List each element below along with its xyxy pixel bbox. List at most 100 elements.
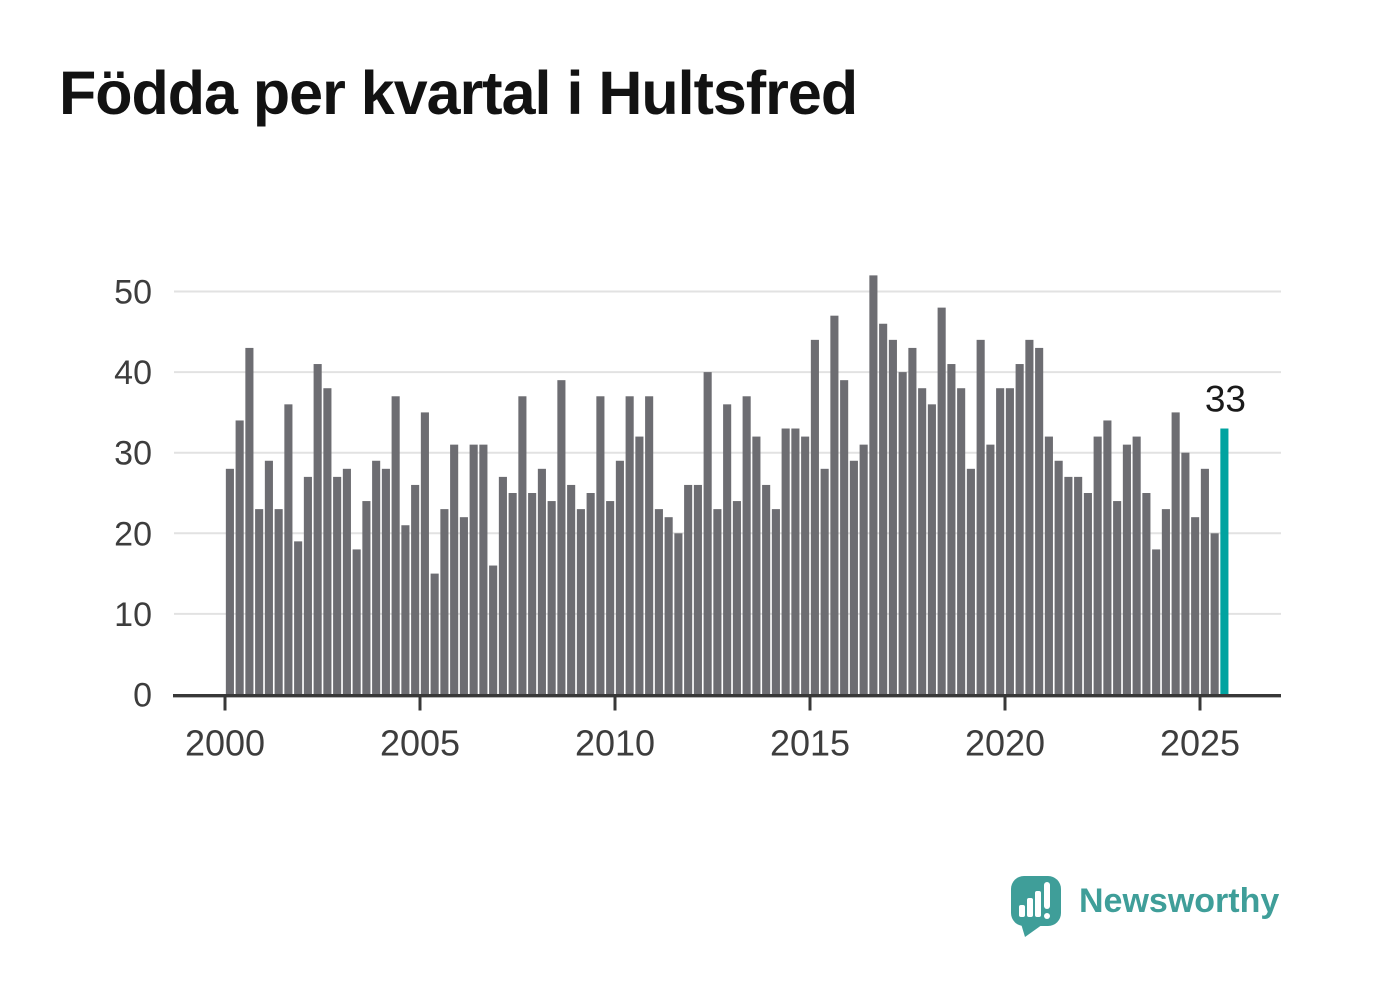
bar-2000-q4 <box>255 509 264 696</box>
bar-2002-q3 <box>323 388 332 696</box>
bar-2022-q4 <box>1113 501 1122 696</box>
bar-2013-q1 <box>732 501 741 696</box>
bar-2014-q2 <box>781 428 790 696</box>
bar-2022-q1 <box>1083 493 1092 696</box>
bar-2000-q3 <box>245 347 254 696</box>
bar-2015-q3 <box>830 315 839 696</box>
speech-bubble-tail <box>1019 917 1046 937</box>
bar-2004-q2 <box>391 396 400 696</box>
bar-2002-q1 <box>303 476 312 696</box>
bar-2010-q3 <box>635 436 644 696</box>
exclamation-bar <box>1044 882 1050 909</box>
bar-2004-q3 <box>401 525 410 696</box>
mini-bar-2 <box>1027 898 1033 917</box>
bar-2025-q3 <box>1220 428 1229 696</box>
bar-2012-q3 <box>713 509 722 696</box>
bar-2018-q2 <box>937 307 946 696</box>
bar-2006-q1 <box>459 517 468 696</box>
y-tick-label-30: 30 <box>114 435 152 473</box>
bar-2019-q2 <box>976 339 985 696</box>
bar-2016-q4 <box>879 323 888 696</box>
bar-2025-q2 <box>1210 533 1219 696</box>
x-tick-label-2010: 2010 <box>575 723 655 764</box>
bar-2015-q1 <box>810 339 819 696</box>
bar-2003-q4 <box>372 460 381 696</box>
bar-2025-q1 <box>1200 468 1209 696</box>
y-tick-label-50: 50 <box>114 274 152 312</box>
bar-2020-q3 <box>1025 339 1034 696</box>
bar-2001-q3 <box>284 404 293 696</box>
bar-2019-q4 <box>996 388 1005 696</box>
bar-2023-q3 <box>1142 493 1151 696</box>
bar-2020-q1 <box>1005 388 1014 696</box>
bar-2012-q2 <box>703 372 712 696</box>
bar-2010-q4 <box>645 396 654 696</box>
bar-2007-q4 <box>528 493 537 696</box>
bar-2001-q2 <box>274 509 283 696</box>
bar-2014-q1 <box>771 509 780 696</box>
bar-2015-q2 <box>820 468 829 696</box>
bar-2010-q2 <box>625 396 634 696</box>
bar-2017-q3 <box>908 347 917 696</box>
bar-2011-q2 <box>664 517 673 696</box>
bar-2020-q2 <box>1015 364 1024 696</box>
bar-2007-q3 <box>518 396 527 696</box>
bar-2022-q2 <box>1093 436 1102 696</box>
bar-2005-q3 <box>440 509 449 696</box>
bar-2005-q2 <box>430 573 439 696</box>
mini-bar-3 <box>1035 891 1041 917</box>
bar-2006-q4 <box>489 565 498 696</box>
x-tick-label-2025: 2025 <box>1160 723 1240 764</box>
bar-2016-q2 <box>859 444 868 696</box>
bar-2013-q2 <box>742 396 751 696</box>
bar-2023-q2 <box>1132 436 1141 696</box>
bar-2023-q1 <box>1122 444 1131 696</box>
x-tick-label-2015: 2015 <box>770 723 850 764</box>
bar-2013-q3 <box>752 436 761 696</box>
bar-2024-q3 <box>1181 452 1190 696</box>
bar-2019-q3 <box>986 444 995 696</box>
bar-2017-q1 <box>888 339 897 696</box>
bar-2002-q2 <box>313 364 322 696</box>
newsworthy-logo: Newsworthy <box>1011 876 1279 940</box>
y-tick-label-40: 40 <box>114 354 152 392</box>
bar-2009-q3 <box>596 396 605 696</box>
bar-2024-q4 <box>1191 517 1200 696</box>
bar-2004-q4 <box>411 484 420 696</box>
bar-2011-q3 <box>674 533 683 696</box>
bar-2005-q1 <box>420 412 429 696</box>
bar-2007-q2 <box>508 493 517 696</box>
bar-2009-q1 <box>576 509 585 696</box>
bar-2021-q4 <box>1074 476 1083 696</box>
bar-2021-q3 <box>1064 476 1073 696</box>
bar-2002-q4 <box>333 476 342 696</box>
bar-2008-q4 <box>567 484 576 696</box>
y-tick-label-10: 10 <box>114 596 152 634</box>
newsworthy-brand-text: Newsworthy <box>1079 882 1280 920</box>
bar-2014-q3 <box>791 428 800 696</box>
bar-2021-q1 <box>1044 436 1053 696</box>
bar-2023-q4 <box>1152 549 1161 696</box>
newsworthy-speech-bubble-icon <box>1011 876 1061 937</box>
bar-2020-q4 <box>1035 347 1044 696</box>
bar-2007-q1 <box>498 476 507 696</box>
bar-2008-q2 <box>547 501 556 696</box>
bar-2003-q1 <box>342 468 351 696</box>
exclamation-dot <box>1044 913 1050 919</box>
bar-2022-q3 <box>1103 420 1112 696</box>
bar-2000-q1 <box>225 468 234 696</box>
bar-2018-q4 <box>957 388 966 696</box>
bar-2012-q4 <box>723 404 732 696</box>
mini-bar-1 <box>1019 905 1025 917</box>
bar-2010-q1 <box>615 460 624 696</box>
bar-2008-q1 <box>537 468 546 696</box>
bar-2013-q4 <box>762 484 771 696</box>
bar-2001-q4 <box>294 541 303 696</box>
bar-2015-q4 <box>840 380 849 696</box>
bar-2011-q1 <box>654 509 663 696</box>
bar-2018-q1 <box>927 404 936 696</box>
bar-2005-q4 <box>450 444 459 696</box>
bar-2004-q1 <box>381 468 390 696</box>
bar-2011-q4 <box>684 484 693 696</box>
